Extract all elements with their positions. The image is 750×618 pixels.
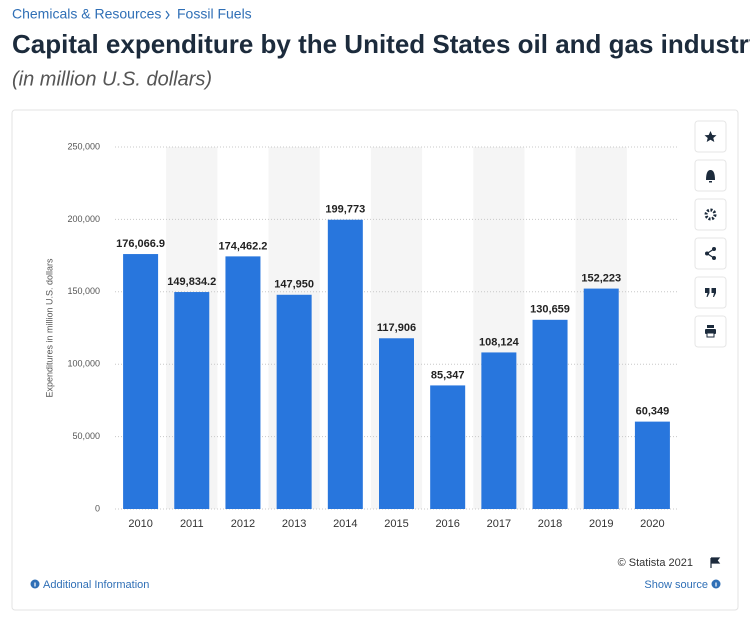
x-tick-label: 2012 bbox=[231, 518, 255, 530]
value-label: 199,773 bbox=[325, 204, 365, 216]
settings-button[interactable] bbox=[694, 198, 727, 231]
value-label: 176,066.9 bbox=[116, 238, 165, 250]
value-label: 85,347 bbox=[431, 369, 465, 381]
gear-icon bbox=[704, 208, 717, 221]
x-tick-label: 2011 bbox=[180, 518, 204, 530]
cite-button[interactable] bbox=[694, 276, 727, 309]
breadcrumb-link[interactable]: Chemicals & Resources bbox=[12, 6, 161, 22]
x-tick-label: 2010 bbox=[128, 518, 152, 530]
bar bbox=[634, 421, 670, 509]
x-tick-label: 2014 bbox=[333, 518, 357, 530]
bar bbox=[481, 352, 517, 509]
y-tick-label: 250,000 bbox=[67, 141, 100, 151]
star-icon bbox=[704, 131, 717, 142]
x-tick-label: 2019 bbox=[589, 518, 613, 530]
x-tick-label: 2018 bbox=[538, 518, 562, 530]
print-icon bbox=[705, 325, 716, 338]
y-axis-label: Expenditures in million U.S. dollars bbox=[44, 258, 54, 398]
value-label: 130,659 bbox=[530, 304, 570, 316]
info-icon-mark bbox=[715, 582, 717, 587]
breadcrumb-link[interactable]: Fossil Fuels bbox=[177, 6, 252, 22]
y-tick-label: 150,000 bbox=[67, 286, 100, 296]
x-tick-label: 2020 bbox=[640, 518, 664, 530]
bar bbox=[430, 385, 466, 509]
y-tick-label: 100,000 bbox=[67, 359, 100, 369]
bar bbox=[174, 292, 210, 509]
plot: 0 50,000 100,000 150,000 200,000 250,000 Expen… bbox=[44, 141, 678, 530]
y-tick-label: 50,000 bbox=[72, 431, 100, 441]
share-icon bbox=[705, 247, 716, 260]
x-tick-label: 2015 bbox=[384, 518, 408, 530]
quote-icon bbox=[705, 288, 716, 297]
value-label: 152,223 bbox=[581, 272, 621, 284]
bar bbox=[583, 288, 619, 509]
bar bbox=[327, 219, 363, 509]
bar bbox=[276, 294, 312, 509]
additional-info-link[interactable]: Additional Information bbox=[43, 579, 149, 591]
y-tick-label: 0 bbox=[95, 503, 100, 513]
bar bbox=[123, 254, 159, 509]
copyright: © Statista 2021 bbox=[618, 557, 693, 569]
value-label: 108,124 bbox=[479, 336, 520, 348]
share-button[interactable] bbox=[694, 237, 727, 270]
breadcrumb-separator bbox=[165, 10, 170, 20]
x-tick-label: 2017 bbox=[487, 518, 511, 530]
y-tick-label: 200,000 bbox=[67, 214, 100, 224]
value-label: 149,834.2 bbox=[167, 276, 216, 288]
page-subtitle: (in million U.S. dollars) bbox=[12, 68, 212, 90]
value-label: 147,950 bbox=[274, 279, 314, 291]
x-tick-label: 2013 bbox=[282, 518, 306, 530]
value-label: 174,462.2 bbox=[218, 240, 267, 252]
flag-icon bbox=[710, 557, 721, 568]
show-source-link[interactable]: Show source bbox=[644, 579, 708, 591]
bar bbox=[379, 338, 414, 509]
info-icon-mark bbox=[34, 582, 36, 587]
x-tick-label: 2016 bbox=[435, 518, 459, 530]
value-label: 117,906 bbox=[377, 322, 416, 334]
toolbar-icons bbox=[704, 131, 717, 338]
value-label: 60,349 bbox=[636, 406, 670, 418]
bar bbox=[532, 319, 568, 509]
bar bbox=[225, 256, 261, 509]
bell-icon bbox=[706, 170, 715, 183]
page-title: Capital expenditure by the United States… bbox=[12, 29, 750, 59]
